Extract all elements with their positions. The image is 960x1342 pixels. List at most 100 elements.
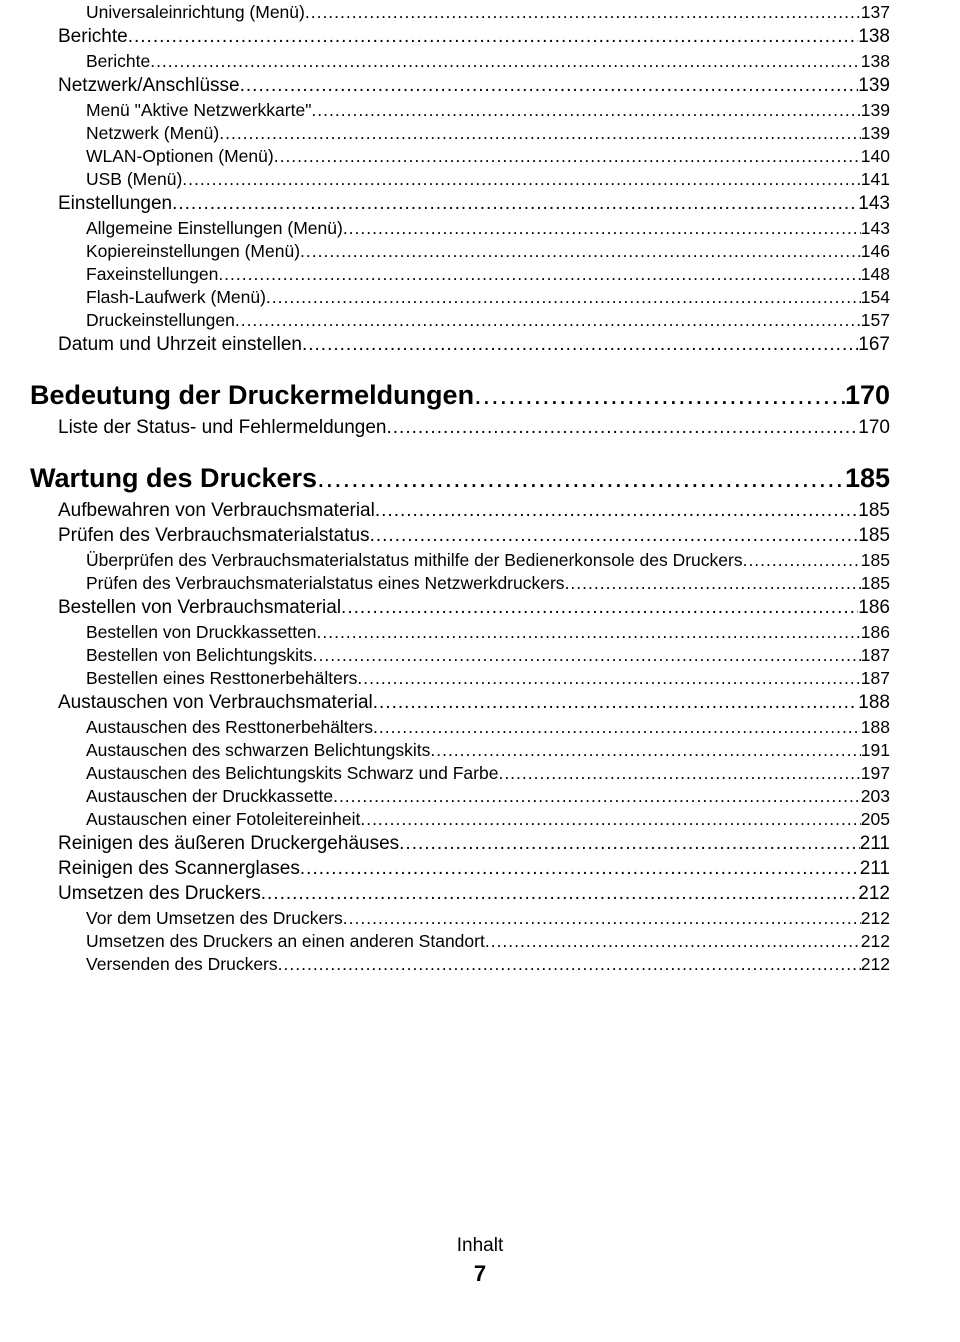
- toc-entry: Berichte138: [86, 51, 890, 72]
- toc-leader-dots: [743, 550, 861, 571]
- toc-list: Universaleinrichtung (Menü)137Berichte13…: [30, 2, 890, 975]
- toc-entry: Überprüfen des Verbrauchsmaterialstatus …: [86, 550, 890, 571]
- toc-entry: Austauschen des schwarzen Belichtungskit…: [86, 740, 890, 761]
- toc-entry-label: Austauschen des Belichtungskits Schwarz …: [86, 763, 498, 784]
- toc-entry-page: 205: [861, 809, 890, 830]
- toc-entry-label: Prüfen des Verbrauchsmaterialstatus eine…: [86, 573, 565, 594]
- toc-leader-dots: [399, 833, 860, 855]
- toc-entry-label: Bedeutung der Druckermeldungen: [30, 380, 474, 411]
- toc-entry-label: Versenden des Druckers: [86, 954, 278, 975]
- toc-leader-dots: [373, 717, 861, 738]
- toc-entry-label: Prüfen des Verbrauchsmaterialstatus: [58, 525, 370, 547]
- toc-entry: Netzwerk (Menü)139: [86, 123, 890, 144]
- toc-entry-page: 187: [861, 645, 890, 666]
- toc-leader-dots: [317, 622, 861, 643]
- toc-leader-dots: [300, 241, 861, 262]
- toc-entry-label: Einstellungen: [58, 193, 172, 215]
- toc-entry-label: Austauschen einer Fotoleitereinheit: [86, 809, 360, 830]
- toc-leader-dots: [311, 100, 860, 121]
- toc-leader-dots: [128, 26, 859, 48]
- toc-entry: Netzwerk/Anschlüsse139: [58, 75, 890, 97]
- toc-entry-label: Bestellen von Verbrauchsmaterial: [58, 597, 341, 619]
- toc-entry-label: Überprüfen des Verbrauchsmaterialstatus …: [86, 550, 743, 571]
- toc-leader-dots: [333, 786, 861, 807]
- toc-leader-dots: [172, 193, 858, 215]
- toc-leader-dots: [274, 146, 861, 167]
- toc-entry: Reinigen des äußeren Druckergehäuses211: [58, 833, 890, 855]
- toc-entry: Bestellen von Belichtungskits 187: [86, 645, 890, 666]
- toc-entry: Austauschen einer Fotoleitereinheit 205: [86, 809, 890, 830]
- toc-entry-page: 212: [858, 883, 890, 905]
- toc-entry-page: 140: [861, 146, 890, 167]
- toc-entry-label: Austauschen der Druckkassette: [86, 786, 333, 807]
- toc-entry-page: 157: [861, 310, 890, 331]
- toc-entry-page: 188: [861, 717, 890, 738]
- toc-entry-page: 154: [861, 287, 890, 308]
- toc-leader-dots: [430, 740, 860, 761]
- toc-entry: Aufbewahren von Verbrauchsmaterial 185: [58, 500, 890, 522]
- toc-leader-dots: [341, 597, 858, 619]
- toc-leader-dots: [360, 809, 860, 830]
- toc-entry-label: Umsetzen des Druckers an einen anderen S…: [86, 931, 485, 952]
- toc-entry: Datum und Uhrzeit einstellen167: [58, 334, 890, 356]
- toc-entry-page: 212: [861, 931, 890, 952]
- toc-entry-page: 138: [858, 26, 890, 48]
- toc-entry-label: Wartung des Druckers: [30, 463, 317, 494]
- toc-entry-page: 186: [861, 622, 890, 643]
- toc-entry: Flash-Laufwerk (Menü)154: [86, 287, 890, 308]
- toc-leader-dots: [317, 463, 845, 494]
- toc-entry: Prüfen des Verbrauchsmaterialstatus eine…: [86, 573, 890, 594]
- toc-entry-label: Berichte: [86, 51, 150, 72]
- toc-entry: Einstellungen 143: [58, 193, 890, 215]
- toc-page: Universaleinrichtung (Menü)137Berichte13…: [0, 2, 960, 1342]
- toc-entry: Allgemeine Einstellungen (Menü)143: [86, 218, 890, 239]
- toc-entry-page: 170: [858, 417, 890, 439]
- toc-leader-dots: [218, 264, 860, 285]
- toc-entry-label: Bestellen von Druckkassetten: [86, 622, 317, 643]
- toc-leader-dots: [565, 573, 861, 594]
- toc-entry-page: 186: [858, 597, 890, 619]
- toc-entry: Austauschen der Druckkassette 203: [86, 786, 890, 807]
- toc-entry-page: 139: [861, 100, 890, 121]
- toc-entry: Liste der Status- und Fehlermeldungen170: [58, 417, 890, 439]
- toc-entry-page: 185: [861, 550, 890, 571]
- toc-leader-dots: [357, 668, 860, 689]
- toc-entry-label: Bestellen von Belichtungskits: [86, 645, 313, 666]
- toc-entry: Kopiereinstellungen (Menü) 146: [86, 241, 890, 262]
- toc-entry: Bestellen von Verbrauchsmaterial 186: [58, 597, 890, 619]
- toc-entry: Reinigen des Scannerglases211: [58, 858, 890, 880]
- toc-leader-dots: [305, 2, 861, 23]
- toc-leader-dots: [235, 310, 861, 331]
- toc-entry-page: 170: [845, 380, 890, 411]
- toc-entry-label: Reinigen des Scannerglases: [58, 858, 300, 880]
- toc-entry-page: 185: [858, 500, 890, 522]
- toc-entry-label: WLAN-Optionen (Menü): [86, 146, 274, 167]
- toc-leader-dots: [302, 334, 858, 356]
- toc-entry-label: Aufbewahren von Verbrauchsmaterial: [58, 500, 375, 522]
- toc-entry-page: 137: [861, 2, 890, 23]
- toc-leader-dots: [300, 858, 860, 880]
- toc-entry-page: 146: [861, 241, 890, 262]
- toc-leader-dots: [240, 75, 859, 97]
- toc-entry-page: 148: [861, 264, 890, 285]
- toc-entry-page: 203: [861, 786, 890, 807]
- toc-leader-dots: [182, 169, 861, 190]
- toc-entry-label: Kopiereinstellungen (Menü): [86, 241, 300, 262]
- toc-entry: Druckeinstellungen 157: [86, 310, 890, 331]
- toc-leader-dots: [313, 645, 861, 666]
- toc-entry: Vor dem Umsetzen des Druckers212: [86, 908, 890, 929]
- toc-entry-page: 143: [858, 193, 890, 215]
- toc-entry-label: Druckeinstellungen: [86, 310, 235, 331]
- toc-leader-dots: [261, 883, 859, 905]
- toc-leader-dots: [343, 218, 861, 239]
- toc-leader-dots: [485, 931, 861, 952]
- toc-entry: Berichte138: [58, 26, 890, 48]
- footer-section-label: Inhalt: [0, 1235, 960, 1257]
- toc-entry: Umsetzen des Druckers an einen anderen S…: [86, 931, 890, 952]
- toc-leader-dots: [219, 123, 861, 144]
- toc-entry-label: Netzwerk (Menü): [86, 123, 219, 144]
- toc-entry-page: 185: [845, 463, 890, 494]
- toc-entry: Versenden des Druckers212: [86, 954, 890, 975]
- toc-leader-dots: [375, 500, 858, 522]
- toc-entry-page: 139: [858, 75, 890, 97]
